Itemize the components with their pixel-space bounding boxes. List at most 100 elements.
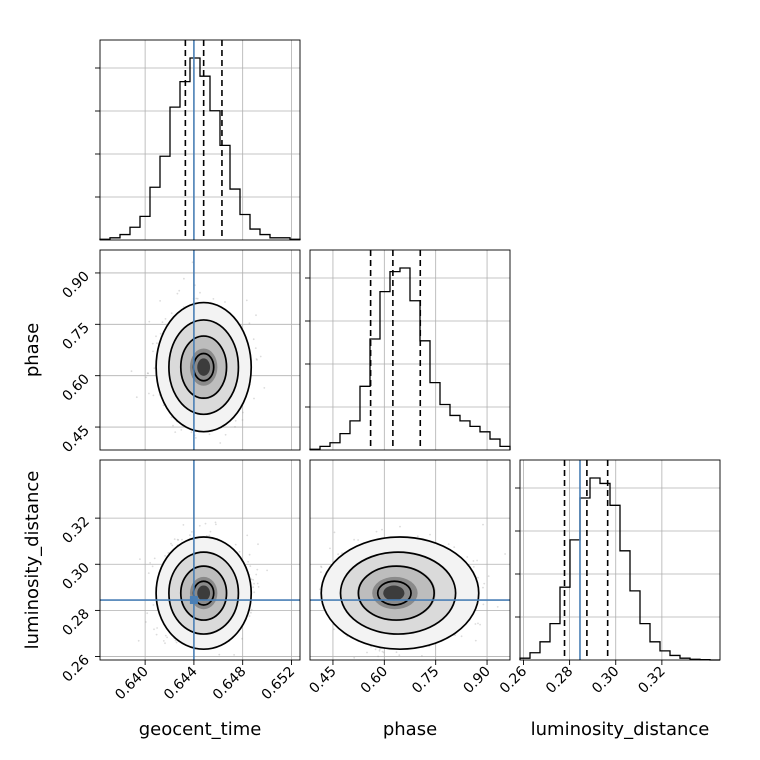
sample-point	[224, 433, 227, 436]
ytick-label: 0.32	[59, 514, 92, 547]
sample-point	[176, 292, 179, 295]
xtick-label: 0.75	[409, 664, 442, 697]
sample-point	[209, 530, 212, 533]
xaxis-label-geocent_time: geocent_time	[139, 719, 262, 740]
xtick-label: 0.90	[461, 664, 494, 697]
sample-point	[159, 300, 162, 302]
sample-point	[159, 332, 162, 335]
sample-point	[375, 530, 378, 533]
sample-point	[241, 419, 244, 421]
marks-layer	[99, 40, 720, 661]
sample-point	[191, 531, 193, 533]
sample-point	[366, 651, 368, 654]
sample-point	[139, 558, 141, 560]
sample-point	[148, 392, 150, 395]
yaxis-label-phase: phase	[22, 323, 43, 377]
density-level	[383, 585, 405, 601]
sample-point	[178, 289, 181, 292]
sample-point	[238, 550, 241, 553]
histogram-luminosity_distance	[519, 477, 720, 661]
sample-point	[189, 534, 191, 536]
sample-point	[320, 566, 323, 569]
sample-point	[399, 525, 401, 528]
sample-point	[224, 301, 226, 303]
sample-point	[147, 572, 150, 574]
sample-point	[453, 546, 456, 548]
sample-point	[152, 394, 155, 397]
xaxis-label-luminosity_distance: luminosity_distance	[531, 719, 710, 740]
panel-frame	[99, 459, 301, 661]
sample-point	[381, 528, 383, 531]
sample-point	[477, 622, 479, 625]
sample-point	[248, 322, 251, 325]
xtick-label: 0.648	[210, 664, 250, 704]
sample-point	[353, 656, 356, 659]
sample-point	[255, 314, 257, 317]
sample-point	[212, 298, 215, 300]
sample-point	[181, 538, 183, 541]
sample-point	[416, 535, 419, 538]
contour-line	[155, 301, 253, 433]
sample-point	[333, 628, 335, 631]
sample-point	[247, 560, 250, 563]
sample-point	[472, 560, 475, 562]
sample-point	[255, 358, 258, 360]
histogram-phase	[309, 267, 511, 450]
sample-point	[151, 342, 154, 345]
sample-point	[245, 299, 248, 302]
sample-point	[233, 654, 236, 656]
contour-line	[168, 551, 240, 635]
sample-point	[155, 633, 158, 636]
sample-point	[256, 582, 259, 585]
sample-point	[153, 628, 155, 631]
sample-point	[171, 544, 174, 547]
sample-point	[164, 555, 167, 557]
contour-line	[179, 565, 228, 621]
sample-point	[146, 612, 149, 615]
sample-point	[148, 320, 151, 323]
sample-point	[447, 543, 450, 545]
sample-point	[137, 639, 140, 642]
sample-point	[152, 350, 154, 353]
sample-point	[191, 261, 194, 264]
sample-point	[353, 538, 355, 541]
sample-point	[487, 575, 490, 577]
sample-point	[199, 291, 201, 294]
sample-point	[257, 543, 259, 546]
density-level	[197, 585, 211, 601]
sample-point	[152, 604, 155, 606]
sample-point	[234, 426, 236, 428]
panel-frame	[99, 39, 301, 241]
sample-point	[333, 531, 336, 534]
sample-point	[253, 582, 255, 585]
sample-point	[135, 396, 138, 399]
sample-point	[259, 355, 262, 358]
sample-point	[170, 312, 173, 315]
sample-point	[377, 655, 379, 658]
sample-point	[156, 342, 158, 345]
sample-point	[250, 578, 253, 581]
contour-line	[339, 551, 457, 635]
sample-point	[162, 640, 165, 642]
sample-point	[482, 523, 484, 526]
sample-point	[167, 552, 170, 554]
frames-layer	[95, 39, 721, 665]
sample-point	[395, 651, 398, 654]
sample-point	[174, 431, 177, 433]
sample-point	[234, 543, 237, 546]
sample-point	[176, 538, 179, 541]
sample-point	[474, 623, 477, 625]
truth-point	[189, 596, 198, 605]
sample-point	[177, 539, 180, 541]
ytick-label: 0.60	[59, 371, 92, 404]
sample-point	[398, 654, 401, 656]
sample-point	[173, 538, 176, 540]
sample-point	[149, 562, 152, 564]
panel-frame	[309, 459, 511, 661]
sample-point	[252, 586, 255, 589]
sample-point	[170, 542, 172, 545]
sample-point	[164, 642, 166, 645]
sample-point	[337, 553, 339, 556]
labels-layer: 0.640 0.644 0.648 0.652 geocent_time 0.45 0.60…	[22, 268, 709, 740]
